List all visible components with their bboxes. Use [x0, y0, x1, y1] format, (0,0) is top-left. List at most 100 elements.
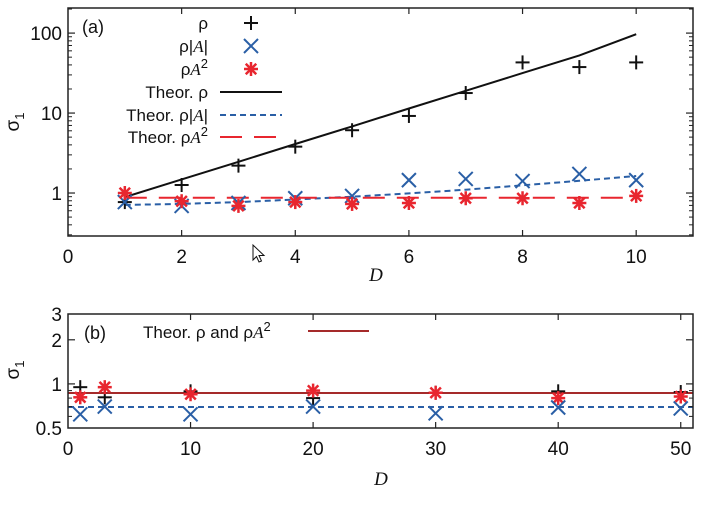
panel-a-point-plus: [629, 55, 644, 70]
panel-a-point-star-d2: [118, 186, 131, 200]
panel-b-xtick-label: 20: [303, 439, 324, 460]
panel-a-xtick-label: 8: [517, 247, 528, 268]
panel-b-point-cross-d2: [673, 400, 689, 417]
legend-text-italic: A: [192, 106, 204, 125]
legend-entry-text: Theor. ρA2: [128, 124, 208, 147]
legend-text-part: |: [204, 37, 208, 56]
panel-a-point-cross-d2: [458, 171, 474, 187]
legend-marker-plus: [244, 16, 258, 30]
panel-b-point-star: [97, 380, 112, 395]
mouse-cursor-icon: [252, 243, 266, 263]
panel-b-point-cross: [305, 398, 321, 415]
panel-b-point-cross: [72, 406, 88, 423]
panel-a-ylabel: σ1: [3, 113, 27, 132]
legend-text-part: Theor. ρ|: [126, 106, 193, 125]
panel-a-point-cross-d2: [514, 173, 531, 189]
panel-b-point-star-d2: [429, 386, 442, 399]
panel-b-point-star-d2: [674, 390, 687, 403]
panel-b-ticks: 0 10 20 30 40 50 0.5 1 2 3: [36, 305, 693, 460]
panel-a-frame: [67, 7, 694, 237]
panel-b-xtick-label: 30: [425, 439, 446, 460]
panel-a-xtick-label: 10: [626, 247, 647, 268]
panel-a-point-star: [401, 196, 416, 211]
panel-b-point-cross-d2: [550, 399, 566, 416]
legend-text-part: |: [204, 106, 208, 125]
legend-text-italic: A: [252, 323, 264, 342]
panel-a-marks: [117, 33, 644, 214]
panel-b-point-star: [183, 387, 198, 402]
legend-marker-cross-d2: [243, 38, 259, 54]
panel-b-ytick-label: 2: [51, 331, 62, 352]
panel-a-point-star-d2: [345, 197, 359, 211]
panel-a-line-1: [124, 175, 637, 206]
panel-b-point-star-d2: [552, 391, 565, 405]
legend-marker-cross: [243, 38, 259, 54]
panel-b-point-star: [673, 389, 688, 404]
panel-a-point-plus: [515, 55, 530, 70]
panel-b-point-cross-d2: [72, 406, 88, 423]
panel-a-point-cross: [571, 166, 588, 182]
panel-a-point-cross-d2: [628, 172, 644, 188]
legend-text-part: ρ: [198, 14, 208, 33]
panel-a-point-star: [458, 191, 473, 206]
panel-a-point-star-d2: [459, 192, 472, 205]
panel-a-point-cross: [514, 173, 531, 189]
panel-b-point-star: [551, 391, 566, 406]
panel-a-point-plus: [572, 60, 587, 75]
panel-b-ytick-label: 3: [51, 305, 62, 326]
panel-a-point-star: [572, 196, 587, 211]
panel-b-ylabel-sub: 1: [12, 361, 27, 368]
panel-a-point-star: [117, 186, 132, 201]
panel-a-point-cross: [458, 171, 474, 187]
panel-a-xtick-label: 4: [290, 247, 301, 268]
panel-b-label: (b): [84, 323, 106, 343]
panel-a-point-plus: [231, 158, 246, 173]
legend-text-italic: A: [189, 128, 201, 147]
panel-b-legend: Theor. ρ and ρA2: [143, 319, 369, 342]
panel-a-xlabel: D: [368, 265, 383, 286]
panel-b-point-star: [73, 390, 88, 405]
panel-a-point-star-d2: [175, 195, 188, 208]
panel-a-point-star-d2: [630, 189, 643, 203]
panel-a-point-star: [629, 188, 644, 203]
panel-a-point-star: [288, 195, 303, 210]
panel-b-point-cross: [427, 405, 444, 422]
legend-entry-text: ρA2: [181, 56, 208, 79]
panel-a-point-cross-d2: [571, 166, 588, 182]
panel-a-point-cross: [401, 172, 417, 188]
legend-entry-text: ρ: [198, 14, 208, 33]
legend-marker-star: [244, 62, 258, 76]
legend-text-italic: A: [189, 60, 201, 79]
panel-b-point-cross: [182, 406, 199, 423]
panel-b-point-star-d2: [184, 388, 197, 401]
panel-a-ylabel-sub: 1: [12, 113, 27, 120]
panel-a-point-plus: [345, 123, 360, 138]
panel-b-ylabel: σ1: [3, 361, 27, 380]
legend-entry-text: Theor. ρ: [145, 83, 208, 102]
legend-text-part: ρ: [181, 60, 191, 79]
panel-a-point-star: [345, 196, 360, 211]
panel-b-xlabel: D: [373, 469, 388, 490]
panel-b-xtick-label: 10: [180, 439, 201, 460]
panel-b-xtick-label: 50: [670, 439, 691, 460]
panel-a-point-plus: [288, 139, 303, 154]
legend-text-superscript: 2: [263, 319, 270, 334]
panel-a-xtick-label: 2: [176, 247, 187, 268]
panel-a-point-star: [515, 191, 530, 206]
legend-text-part: Theor. ρ: [145, 83, 208, 102]
panel-b-marks: [68, 380, 693, 423]
panel-a-ytick-label: 10: [41, 104, 62, 125]
panel-b-point-cross-d2: [427, 405, 444, 422]
panel-a-point-cross: [628, 172, 644, 188]
panel-a-point-plus: [174, 177, 189, 192]
legend-text-part: Theor. ρ: [128, 128, 191, 147]
panel-a-point-star-d2: [516, 192, 529, 205]
panel-b-ylabel-main: σ: [3, 367, 24, 379]
panel-a-point-star-d2: [289, 195, 302, 209]
legend-text-superscript: 2: [201, 56, 208, 71]
panel-b-point-cross-d2: [182, 406, 199, 423]
panel-b-point-star-d2: [74, 391, 87, 404]
